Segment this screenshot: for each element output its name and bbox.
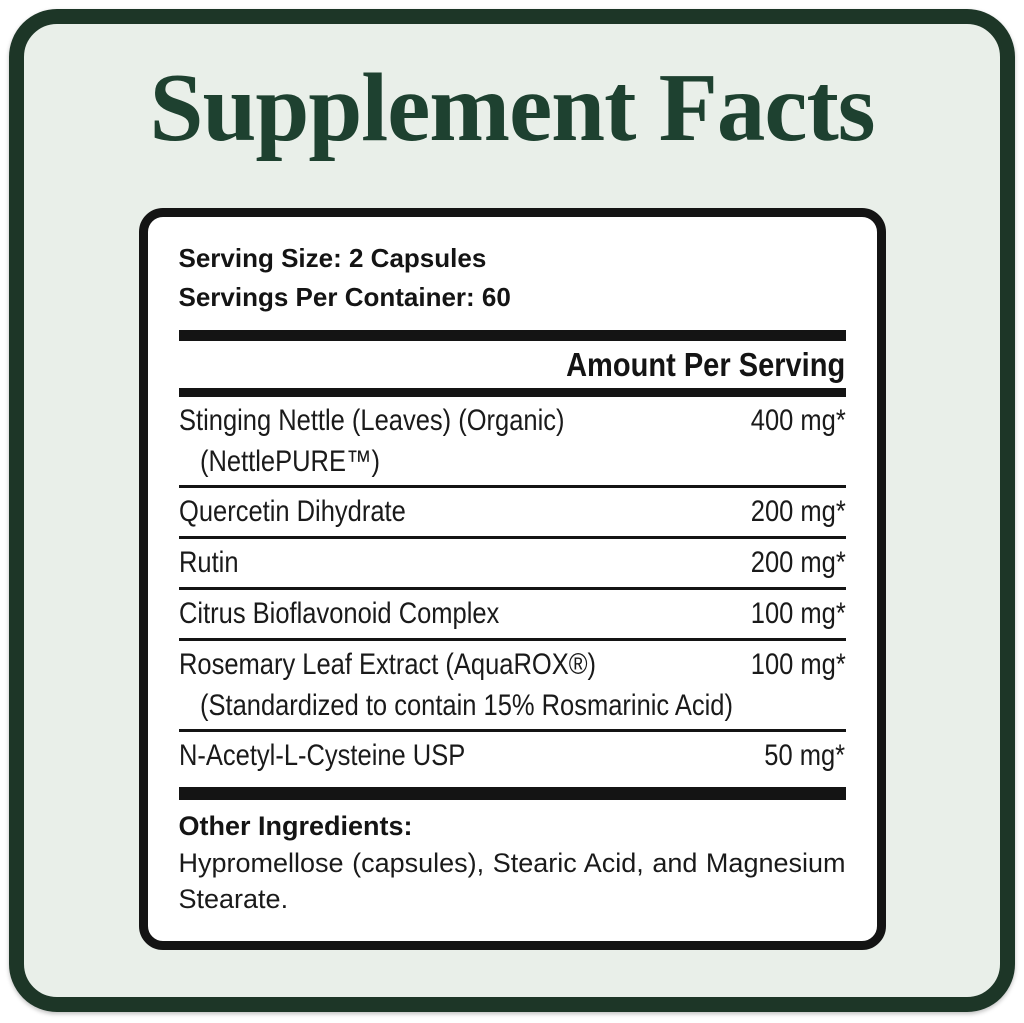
other-ingredients-text: Hypromellose (capsules), Stearic Acid, a… — [178, 848, 846, 914]
ingredient-name: Rosemary Leaf Extract (AquaROX®) — [178, 648, 596, 681]
ingredient-name: N-Acetyl-L-Cysteine USP — [178, 739, 465, 772]
ingredient-rows: Stinging Nettle (Leaves) (Organic) 400 m… — [178, 397, 846, 780]
other-ingredients-label: Other Ingredients: — [178, 811, 413, 841]
row-divider — [178, 587, 846, 590]
serving-size: Serving Size: 2 Capsules — [178, 243, 487, 273]
servings-per-container: Servings Per Container: 60 — [178, 282, 511, 312]
row-divider — [178, 638, 846, 641]
ingredient-amount: 100 mg* — [750, 597, 846, 630]
ingredient-amount: 100 mg* — [750, 648, 846, 681]
ingredient-amount: 400 mg* — [750, 404, 846, 437]
supplement-facts-panel: Serving Size: 2 Capsules Servings Per Co… — [138, 208, 886, 950]
ingredient-amount: 200 mg* — [750, 495, 846, 528]
ingredient-subname: (Standardized to contain 15% Rosmarinic … — [199, 689, 733, 722]
thick-divider-bottom — [178, 787, 846, 800]
label-outer-frame: Supplement Facts Serving Size: 2 Capsule… — [9, 9, 1015, 1012]
row-divider — [178, 536, 846, 539]
ingredient-name: Quercetin Dihydrate — [178, 495, 406, 528]
page-title: Supplement Facts — [149, 54, 876, 161]
ingredient-amount: 200 mg* — [750, 546, 846, 579]
row-divider — [178, 485, 846, 488]
row-divider — [178, 729, 846, 732]
amount-per-serving-label: Amount Per Serving — [566, 346, 846, 383]
ingredient-name: Stinging Nettle (Leaves) (Organic) — [178, 404, 565, 437]
table-row: N-Acetyl-L-Cysteine USP 50 mg* — [179, 732, 846, 780]
ingredient-subname: (NettlePURE™) — [199, 445, 380, 478]
ingredient-name: Rutin — [178, 546, 239, 579]
table-row: Stinging Nettle (Leaves) (Organic) 400 m… — [179, 397, 846, 485]
thick-divider-header — [178, 388, 846, 397]
thick-divider-top — [178, 330, 846, 341]
table-row: Rosemary Leaf Extract (AquaROX®) 100 mg*… — [179, 641, 846, 729]
table-row: Rutin 200 mg* — [179, 539, 846, 587]
ingredient-amount: 50 mg* — [764, 739, 846, 772]
amount-per-serving-header: Amount Per Serving — [179, 341, 846, 388]
ingredient-name: Citrus Bioflavonoid Complex — [178, 597, 499, 630]
table-row: Citrus Bioflavonoid Complex 100 mg* — [179, 590, 846, 638]
table-row: Quercetin Dihydrate 200 mg* — [179, 488, 846, 536]
